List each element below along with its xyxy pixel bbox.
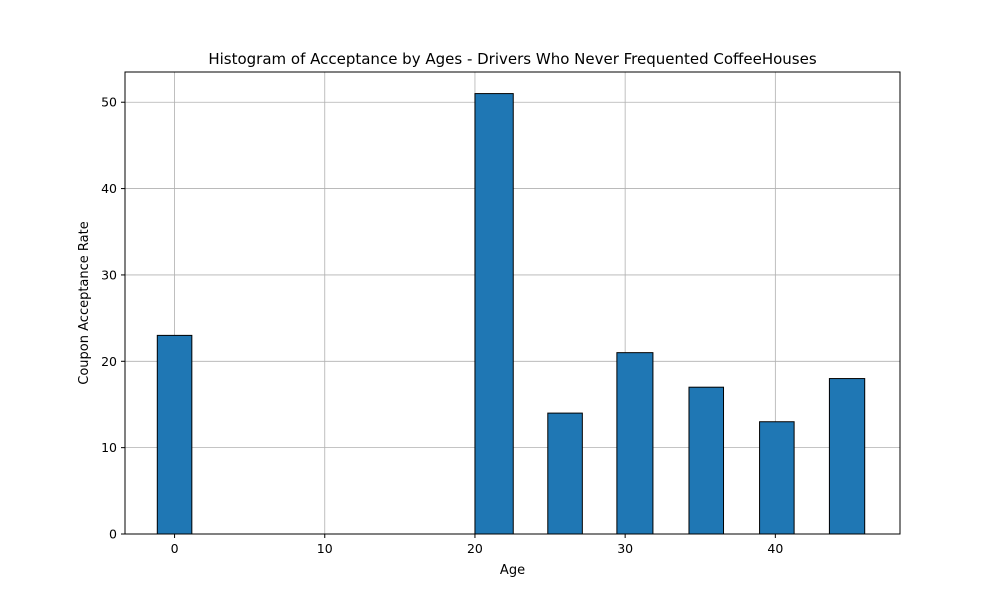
x-axis-label: Age: [500, 563, 525, 578]
y-tick-label: 20: [101, 354, 117, 369]
y-tick-label: 10: [101, 440, 117, 455]
y-tick-label: 0: [109, 527, 117, 542]
histogram-bars: [156, 93, 866, 535]
histogram-bar: [688, 386, 725, 535]
histogram-bar: [547, 412, 583, 535]
chart-title: Histogram of Acceptance by Ages - Driver…: [208, 50, 817, 68]
histogram-bar: [828, 378, 866, 535]
y-axis-label: Coupon Acceptance Rate: [77, 221, 92, 384]
axis-ticks: 0 10 20 30 40 0 10 20 30 40 50: [101, 95, 783, 556]
y-tick-label: 40: [101, 181, 117, 196]
y-tick-label: 30: [101, 267, 117, 282]
x-tick-label: 10: [317, 541, 333, 556]
x-tick-label: 30: [617, 541, 633, 556]
x-tick-label: 20: [467, 541, 483, 556]
plot-area-frame: [124, 71, 901, 535]
y-tick-label: 50: [101, 95, 117, 110]
histogram-bar: [759, 421, 795, 535]
histogram-bar: [474, 93, 514, 535]
histogram-bar: [156, 334, 193, 535]
x-tick-label: 40: [767, 541, 783, 556]
x-tick-label: 0: [171, 541, 179, 556]
histogram-bar: [616, 352, 654, 535]
